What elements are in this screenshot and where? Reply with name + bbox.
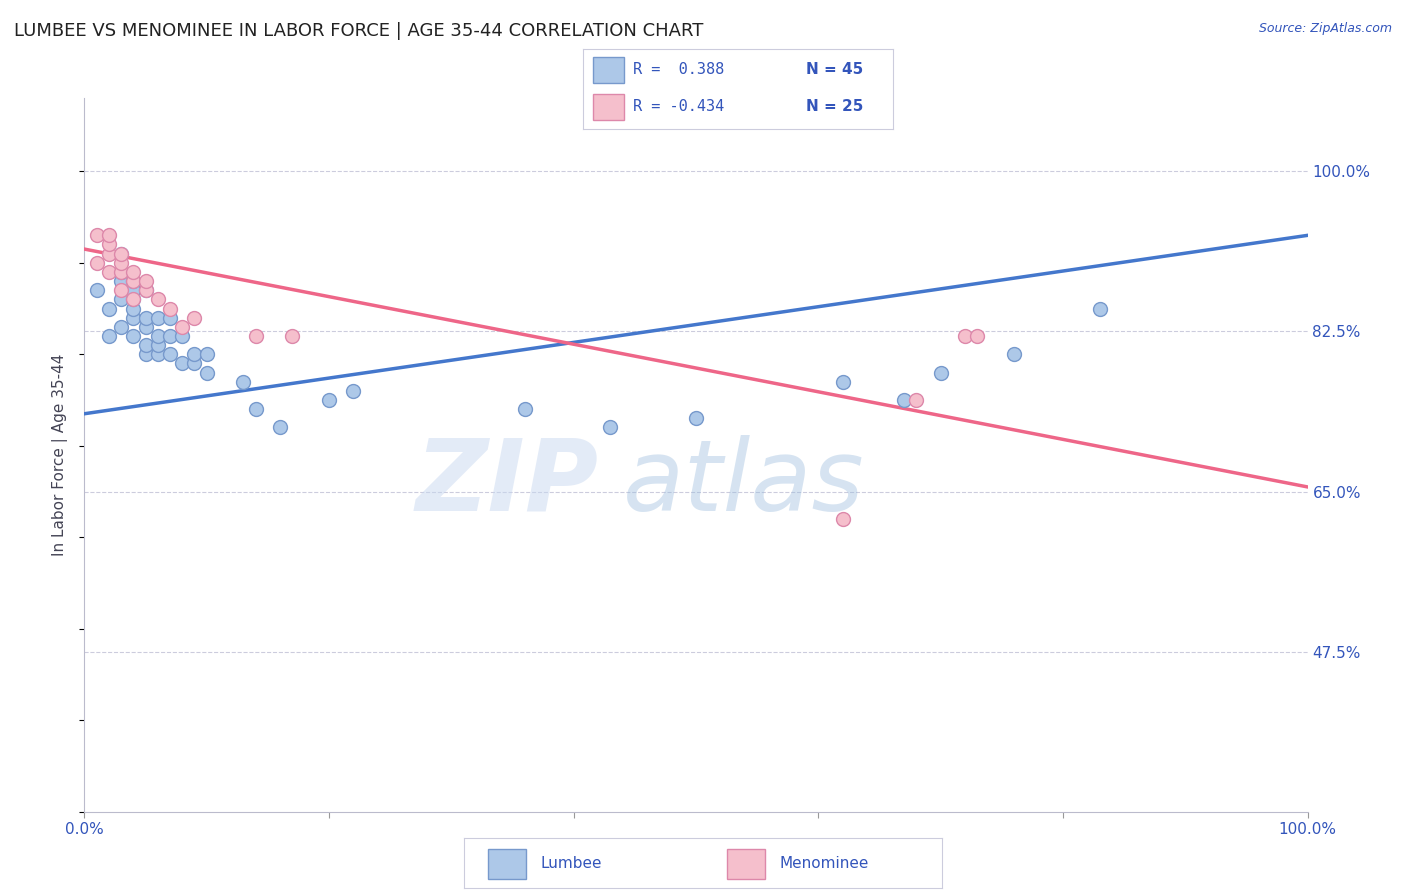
- Bar: [727, 849, 765, 879]
- Point: [86, 256, 108, 270]
- Point: [122, 310, 145, 325]
- Point: [110, 256, 132, 270]
- Point: [245, 402, 267, 417]
- Point: [135, 283, 157, 297]
- Point: [110, 265, 132, 279]
- Point: [195, 366, 218, 380]
- Point: [159, 301, 181, 316]
- Point: [122, 329, 145, 343]
- Y-axis label: In Labor Force | Age 35-44: In Labor Force | Age 35-44: [52, 354, 69, 556]
- Point: [1088, 301, 1111, 316]
- Point: [86, 283, 108, 297]
- Point: [269, 420, 291, 434]
- Point: [159, 347, 181, 361]
- Point: [135, 319, 157, 334]
- Point: [110, 293, 132, 307]
- Point: [195, 347, 218, 361]
- Point: [905, 392, 928, 407]
- Point: [110, 283, 132, 297]
- Point: [135, 283, 157, 297]
- Point: [110, 274, 132, 288]
- Text: R =  0.388: R = 0.388: [633, 62, 724, 78]
- Point: [159, 310, 181, 325]
- Point: [183, 356, 205, 370]
- Point: [122, 274, 145, 288]
- Point: [599, 420, 621, 434]
- Bar: [488, 849, 526, 879]
- Text: R = -0.434: R = -0.434: [633, 99, 724, 114]
- Point: [929, 366, 952, 380]
- Point: [86, 228, 108, 243]
- Point: [893, 392, 915, 407]
- Point: [122, 293, 145, 307]
- Bar: [593, 57, 624, 83]
- Point: [146, 310, 169, 325]
- Point: [232, 375, 254, 389]
- Text: N = 25: N = 25: [806, 99, 863, 114]
- Point: [281, 329, 304, 343]
- Point: [146, 293, 169, 307]
- Text: N = 45: N = 45: [806, 62, 863, 78]
- Point: [685, 411, 707, 425]
- Point: [1002, 347, 1025, 361]
- Point: [122, 293, 145, 307]
- Point: [318, 392, 340, 407]
- Text: Source: ZipAtlas.com: Source: ZipAtlas.com: [1258, 22, 1392, 36]
- Point: [183, 310, 205, 325]
- Point: [110, 265, 132, 279]
- Bar: [593, 94, 624, 120]
- Point: [135, 310, 157, 325]
- Text: Menominee: Menominee: [779, 855, 869, 871]
- Text: LUMBEE VS MENOMINEE IN LABOR FORCE | AGE 35-44 CORRELATION CHART: LUMBEE VS MENOMINEE IN LABOR FORCE | AGE…: [14, 22, 703, 40]
- Point: [122, 274, 145, 288]
- Point: [97, 265, 120, 279]
- Point: [172, 319, 194, 334]
- Point: [245, 329, 267, 343]
- Point: [831, 375, 853, 389]
- Point: [172, 356, 194, 370]
- Point: [97, 237, 120, 252]
- Point: [97, 246, 120, 260]
- Point: [110, 246, 132, 260]
- Point: [110, 246, 132, 260]
- Point: [513, 402, 536, 417]
- Point: [831, 512, 853, 526]
- Point: [953, 329, 976, 343]
- Point: [135, 347, 157, 361]
- Point: [146, 347, 169, 361]
- Point: [122, 283, 145, 297]
- Point: [183, 347, 205, 361]
- Point: [97, 329, 120, 343]
- Point: [172, 329, 194, 343]
- Point: [122, 301, 145, 316]
- Point: [97, 228, 120, 243]
- Point: [97, 301, 120, 316]
- Text: ZIP: ZIP: [415, 435, 598, 532]
- Point: [159, 329, 181, 343]
- Text: atlas: atlas: [623, 435, 865, 532]
- Point: [966, 329, 988, 343]
- Point: [135, 338, 157, 352]
- Point: [146, 338, 169, 352]
- Point: [110, 319, 132, 334]
- Point: [122, 265, 145, 279]
- Point: [342, 384, 364, 398]
- Text: Lumbee: Lumbee: [540, 855, 602, 871]
- Point: [135, 274, 157, 288]
- Point: [146, 329, 169, 343]
